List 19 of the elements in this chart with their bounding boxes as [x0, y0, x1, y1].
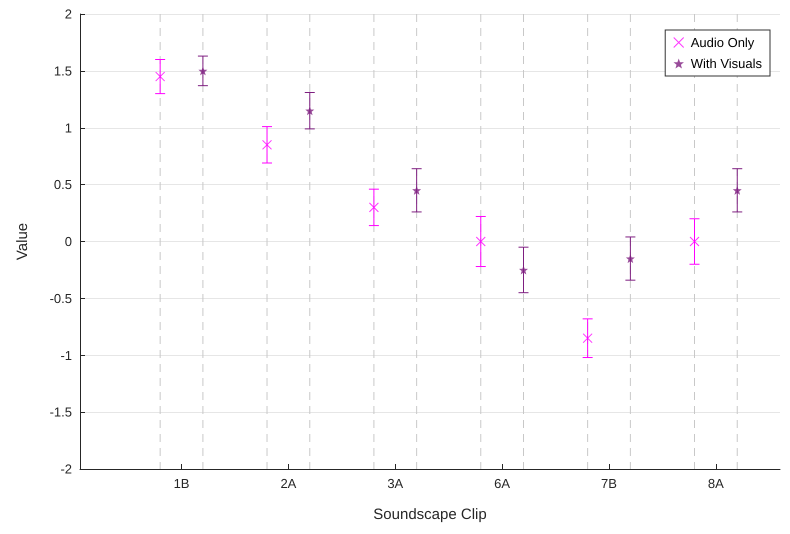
y-tick-label: 1.5 [54, 63, 72, 78]
x-axis-title: Soundscape Clip [373, 506, 487, 523]
y-tick-label: 0 [64, 234, 72, 249]
x-tick-label: 2A [280, 476, 297, 491]
x-tick-label: 1B [174, 476, 190, 491]
y-tick-label: -0.5 [50, 290, 72, 306]
y-tick-label: -2 [60, 462, 72, 476]
x-tick-label: 3A [387, 476, 404, 491]
y-axis-title: Value [14, 222, 31, 260]
y-tick-label: -1.5 [50, 404, 72, 420]
y-tick-label: -1 [60, 348, 72, 363]
y-tick-label: 1 [64, 120, 72, 136]
legend-label: Audio Only [690, 35, 755, 50]
y-tick-label: 0.5 [54, 177, 72, 192]
x-tick-label: 8A [708, 476, 724, 491]
x-tick-label: 7B [601, 476, 617, 491]
y-tick-label: 2 [64, 6, 72, 22]
x-tick-label: 6A [494, 476, 510, 491]
legend-label: With Visuals [690, 56, 762, 71]
